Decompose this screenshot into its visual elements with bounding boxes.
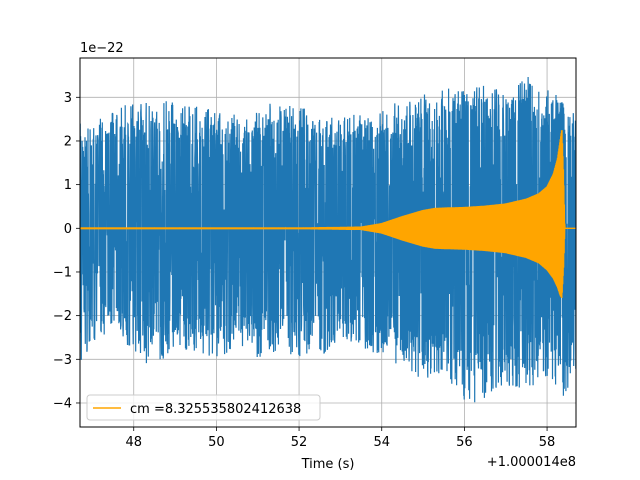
legend-label-cm: cm =8.325535802412638: [130, 402, 301, 417]
x-offset-label: +1.000014e8: [487, 455, 576, 470]
y-tick-label: −4: [53, 396, 72, 411]
y-scale-label: 1e−22: [80, 41, 124, 56]
y-tick-label: −3: [53, 353, 72, 368]
y-tick-label: −1: [53, 265, 72, 280]
legend-box: [86, 394, 321, 421]
x-tick-label: 48: [125, 435, 142, 450]
y-tick-label: 0: [64, 222, 72, 237]
x-axis: 48 50 52 54 56 58: [125, 427, 555, 450]
x-tick-label: 50: [208, 435, 225, 450]
plot-frame: [79, 57, 577, 428]
series-layer: [80, 76, 576, 403]
x-tick-label: 52: [291, 435, 308, 450]
y-tick-label: −2: [53, 309, 72, 324]
x-axis-label: Time (s): [301, 457, 355, 472]
x-tick-label: 58: [539, 435, 556, 450]
y-axis: −4 −3 −2 −1 0 1 2 3: [53, 91, 80, 411]
y-tick-label: 2: [64, 134, 72, 149]
x-tick-label: 56: [456, 435, 473, 450]
series-noise-line: [80, 76, 576, 403]
legend: cm =8.325535802412638: [86, 394, 321, 421]
series-cm-line: [80, 130, 576, 299]
y-tick-label: 3: [64, 91, 72, 106]
y-tick-label: 1: [64, 178, 72, 193]
x-tick-label: 54: [373, 435, 390, 450]
